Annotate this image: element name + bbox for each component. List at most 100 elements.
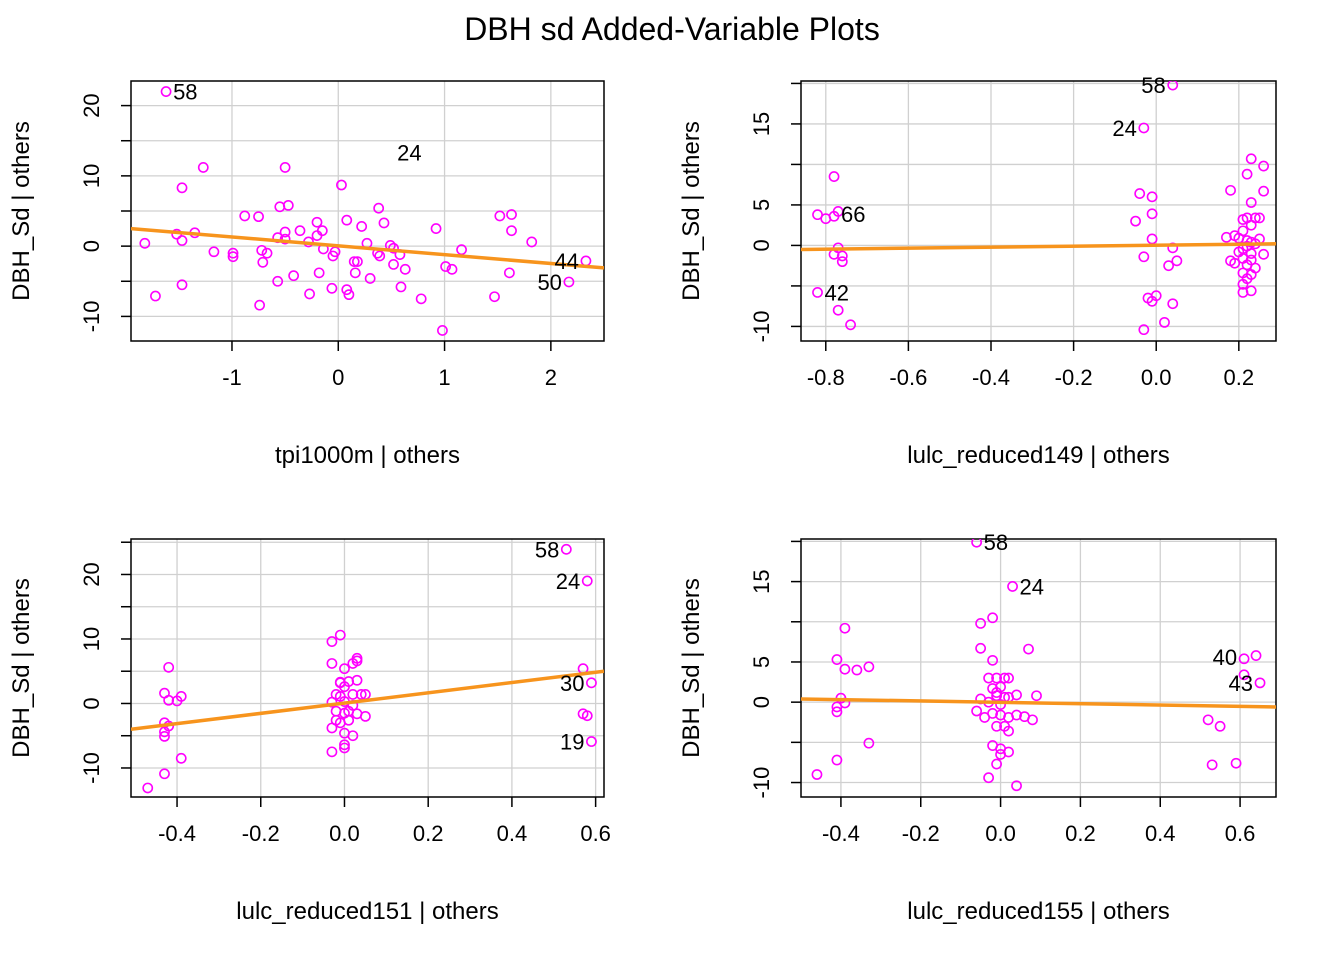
data-point	[1229, 257, 1241, 269]
data-point	[586, 677, 597, 689]
point-id-label: 40	[1213, 645, 1237, 670]
y-tick-label: 0	[79, 697, 104, 709]
data-point	[456, 244, 467, 256]
y-tick-label: -10	[749, 767, 774, 799]
data-point	[983, 772, 995, 784]
data-point	[159, 768, 170, 780]
data-point	[326, 722, 338, 734]
data-point	[343, 289, 355, 301]
x-tick-label: -0.2	[902, 821, 940, 846]
panel-lulc-reduced155: -0.4 -0.2 0.0 0.2 0.4 0.6 -10 0 5 15 lulc_reduced1…	[678, 530, 1277, 925]
data-point	[360, 710, 371, 722]
data-point	[1225, 184, 1236, 196]
data-point	[1171, 255, 1183, 267]
data-point	[1134, 188, 1146, 199]
data-point	[831, 754, 843, 766]
data-point	[1130, 215, 1141, 227]
data-point	[831, 706, 843, 718]
y-tick-label: 10	[79, 627, 104, 651]
data-point	[430, 223, 442, 234]
fit-line	[131, 669, 604, 732]
y-tick-label: 5	[749, 199, 774, 211]
fit-line	[801, 242, 1276, 252]
data-point	[176, 279, 188, 291]
point-id-label: 24	[1112, 116, 1136, 141]
data-point	[261, 247, 273, 259]
data-point	[388, 259, 399, 270]
data-point	[563, 276, 575, 288]
data-point	[339, 742, 350, 754]
main-title: DBH sd Added-Variable Plots	[464, 11, 880, 47]
data-point	[1258, 185, 1270, 197]
point-id-label: 43	[1229, 671, 1253, 696]
data-point	[1202, 714, 1214, 726]
data-point	[274, 201, 286, 213]
data-point	[1238, 653, 1250, 665]
data-point	[227, 247, 239, 259]
data-point	[347, 689, 359, 700]
data-point	[1167, 81, 1179, 91]
y-tick-label: 5	[749, 656, 774, 668]
data-point	[839, 663, 851, 675]
data-point	[1138, 324, 1150, 336]
point-id-label: 44	[554, 249, 578, 274]
data-point	[339, 663, 350, 675]
data-point	[1146, 233, 1158, 245]
data-point	[1237, 287, 1249, 298]
y-tick-label: 0	[79, 240, 104, 252]
data-point	[581, 710, 593, 722]
data-point	[374, 250, 386, 262]
data-layer	[131, 543, 604, 794]
x-tick-label: 0.2	[1065, 821, 1096, 846]
data-point	[995, 681, 1006, 693]
data-point	[863, 661, 875, 673]
x-tick-label: 0.4	[497, 821, 528, 846]
data-point	[851, 664, 863, 676]
data-point	[175, 752, 187, 764]
data-point	[832, 206, 844, 217]
data-point	[282, 199, 294, 211]
panel-lulc-reduced149: -0.8 -0.6 -0.4 -0.2 0.0 0.2 -10 0 5 15 lulc_reduce…	[678, 73, 1277, 469]
point-id-label: 58	[1141, 73, 1165, 98]
y-tick-label: -10	[79, 301, 104, 333]
data-point	[159, 730, 170, 742]
x-tick-label: -0.6	[889, 365, 927, 390]
data-point	[863, 737, 875, 749]
data-point	[1159, 316, 1170, 328]
point-id-label: 42	[825, 280, 849, 305]
x-tick-label: 0.6	[580, 821, 611, 846]
x-tick-label: -0.8	[807, 365, 845, 390]
data-point	[326, 282, 338, 294]
plot-frame	[800, 538, 1277, 798]
data-point	[1138, 122, 1150, 134]
x-tick-label: 0.0	[329, 821, 360, 846]
data-point	[351, 674, 363, 686]
data-point	[831, 654, 843, 665]
data-point	[352, 256, 363, 267]
data-point	[836, 250, 848, 262]
data-point	[1241, 168, 1253, 180]
data-point	[1245, 153, 1257, 165]
data-point	[1011, 709, 1022, 721]
data-point	[1245, 219, 1257, 231]
data-point	[348, 256, 360, 267]
data-point	[580, 255, 592, 267]
data-point	[334, 629, 346, 641]
data-point	[811, 769, 823, 780]
data-point	[176, 235, 188, 246]
x-axis-label: tpi1000m | others	[275, 442, 460, 469]
x-tick-label: 1	[438, 365, 450, 390]
point-id-label: 30	[560, 671, 584, 696]
data-point	[991, 690, 1002, 702]
data-layer	[801, 539, 1276, 792]
data-point	[279, 233, 291, 245]
y-axis-label: DBH_Sd | others	[678, 121, 705, 301]
data-point	[812, 287, 823, 298]
data-point	[326, 636, 338, 647]
data-point	[506, 209, 517, 220]
data-point	[828, 171, 840, 182]
data-point	[311, 230, 323, 241]
x-tick-label: -0.2	[242, 821, 280, 846]
point-id-label: 58	[173, 80, 197, 105]
x-tick-label: 0.2	[413, 821, 444, 846]
